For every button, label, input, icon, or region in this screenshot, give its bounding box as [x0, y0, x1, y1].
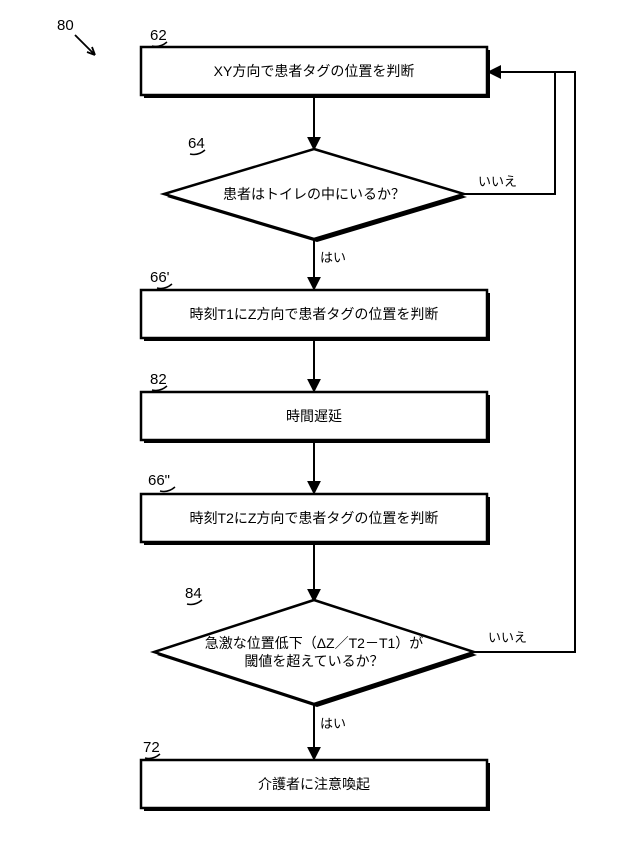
node-66pp-ref: 66"	[148, 472, 170, 489]
flowchart-diagram: 80 62 XY方向で患者タグの位置を判断 64 患者はトイレの中にいるか？ は…	[0, 0, 640, 851]
node-84-text-line1: 急激な位置低下（ΔZ／T2－T1）が	[205, 635, 424, 651]
node-62-ref: 62	[150, 27, 167, 44]
node-66p-text: 時刻T1にZ方向で患者タグの位置を判断	[190, 306, 439, 322]
node-64-text: 患者はトイレの中にいるか？	[223, 186, 405, 202]
node-82-ref: 82	[150, 371, 167, 388]
node-84-text-line2: 閾値を超えているか？	[244, 653, 383, 669]
node-62: 62 XY方向で患者タグの位置を判断	[141, 27, 490, 98]
node-64-ref: 64	[188, 135, 205, 152]
edge-84-no-label: いいえ	[488, 630, 527, 645]
edge-64-yes: はい	[314, 240, 346, 288]
node-66p: 66' 時刻T1にZ方向で患者タグの位置を判断	[141, 269, 490, 341]
node-66pp: 66" 時刻T2にZ方向で患者タグの位置を判断	[141, 472, 490, 545]
node-84-ref: 84	[185, 585, 202, 602]
node-66pp-text: 時刻T2にZ方向で患者タグの位置を判断	[190, 510, 439, 526]
node-84: 84 急激な位置低下（ΔZ／T2－T1）が 閾値を超えているか？	[154, 585, 477, 707]
node-82-text: 時間遅延	[286, 408, 342, 424]
node-82: 82 時間遅延	[141, 371, 490, 443]
node-66p-ref: 66'	[150, 269, 170, 286]
edge-84-yes: はい	[314, 705, 346, 758]
node-84-diamond	[154, 600, 474, 704]
node-72-text: 介護者に注意喚起	[258, 776, 370, 792]
figure-ref-label: 80	[57, 17, 74, 34]
node-72: 72 介護者に注意喚起	[141, 739, 490, 811]
edge-64-yes-label: はい	[320, 250, 346, 265]
edge-84-no: いいえ	[474, 72, 575, 652]
figure-ref-arrow	[75, 35, 95, 55]
edge-64-no-label: いいえ	[478, 174, 517, 189]
figure-ref-80: 80	[57, 17, 95, 55]
node-72-ref: 72	[143, 739, 160, 756]
node-64: 64 患者はトイレの中にいるか？	[164, 135, 467, 242]
edge-84-yes-label: はい	[320, 716, 346, 731]
node-62-text: XY方向で患者タグの位置を判断	[214, 63, 415, 79]
